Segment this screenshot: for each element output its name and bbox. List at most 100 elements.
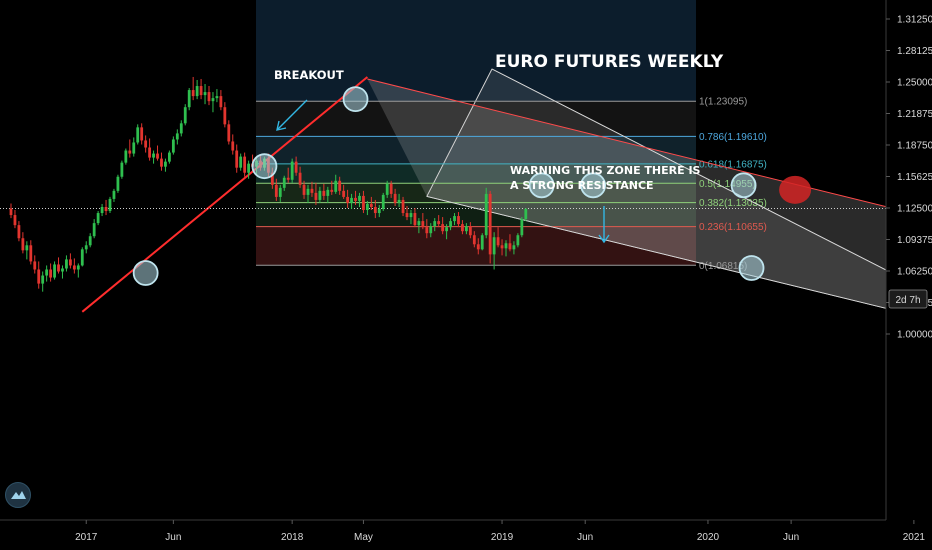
candle-body xyxy=(441,224,444,231)
candle-body xyxy=(524,209,527,219)
candle-body xyxy=(370,204,373,207)
candle-body xyxy=(516,235,519,245)
candle-body xyxy=(216,96,219,98)
candle-body xyxy=(315,193,318,200)
price-tick-label: 1.06250 xyxy=(897,267,932,278)
candle-body xyxy=(414,213,417,225)
candle-body xyxy=(465,226,468,231)
touch-marker xyxy=(252,154,276,178)
candle-body xyxy=(10,209,13,216)
candle-body xyxy=(461,224,464,231)
candle-body xyxy=(136,127,139,142)
candle-body xyxy=(433,221,436,226)
candle-body xyxy=(168,153,171,162)
time-tick-label: 2020 xyxy=(697,532,720,543)
candle-body xyxy=(208,92,211,101)
touch-marker xyxy=(740,256,764,280)
candle-body xyxy=(469,226,472,235)
time-axis[interactable]: 2017Jun2018May2019Jun2020Jun2021Jun2022 xyxy=(75,520,932,543)
candle-body xyxy=(382,195,385,209)
price-tick-label: 1.21875 xyxy=(897,109,932,120)
candle-body xyxy=(184,107,187,123)
candle-body xyxy=(477,244,480,249)
candle-body xyxy=(283,178,286,188)
candle-body xyxy=(402,200,405,213)
candle-body xyxy=(421,221,424,227)
candle-body xyxy=(489,194,492,254)
candle-body xyxy=(303,185,306,195)
breakout-label: BREAKOUT xyxy=(274,68,344,82)
price-badge-text: 2d 7h xyxy=(895,295,920,306)
chart-title: EURO FUTURES WEEKLY xyxy=(495,52,724,72)
time-tick-label: 2018 xyxy=(281,532,304,543)
candle-body xyxy=(334,181,337,192)
candle-body xyxy=(322,191,325,196)
candle-body xyxy=(113,191,116,199)
resistance-zone-marker xyxy=(779,176,811,204)
warning-label-line1: WARNING THIS ZONE THERE IS xyxy=(510,164,701,177)
candle-body xyxy=(291,162,294,180)
candle-body xyxy=(89,236,92,245)
price-tick-label: 1.15625 xyxy=(897,172,932,183)
candle-body xyxy=(275,185,278,197)
candle-body xyxy=(231,141,234,150)
candle-body xyxy=(77,265,80,269)
candle-body xyxy=(81,249,84,265)
candle-body xyxy=(520,219,523,235)
candle-body xyxy=(219,96,222,107)
candle-body xyxy=(196,86,199,96)
candle-body xyxy=(140,127,143,140)
candle-body xyxy=(342,191,345,197)
price-tick-label: 1.31250 xyxy=(897,15,932,26)
candle-body xyxy=(437,221,440,224)
candle-body xyxy=(239,157,242,168)
candle-body xyxy=(223,107,226,124)
candle-body xyxy=(204,92,207,95)
candle-body xyxy=(25,245,28,250)
candle-body xyxy=(188,90,191,107)
candle-body xyxy=(164,162,167,167)
candle-body xyxy=(247,164,250,173)
candle-body xyxy=(33,261,36,269)
price-tick-label: 1.12500 xyxy=(897,204,932,215)
price-tick-label: 1.09375 xyxy=(897,235,932,246)
touch-marker xyxy=(134,261,158,285)
tradingview-logo-icon[interactable] xyxy=(5,482,31,508)
price-tick-label: 1.00000 xyxy=(897,330,932,341)
candle-body xyxy=(128,151,131,154)
candle-body xyxy=(49,269,52,277)
candle-body xyxy=(53,264,56,277)
price-badge: 2d 7h xyxy=(889,290,927,308)
candle-body xyxy=(57,264,60,271)
candle-body xyxy=(160,159,163,167)
candle-body xyxy=(14,215,17,225)
candle-body xyxy=(192,90,195,96)
candle-body xyxy=(65,259,68,268)
candle-body xyxy=(318,191,321,200)
candle-body xyxy=(85,245,88,249)
candle-body xyxy=(120,163,123,177)
candle-body xyxy=(61,268,64,271)
fib-box-top xyxy=(256,0,696,101)
candle-body xyxy=(101,207,104,213)
candle-body xyxy=(374,207,377,213)
candle-body xyxy=(378,209,381,213)
candle-body xyxy=(69,259,72,265)
candle-body xyxy=(97,213,100,223)
candle-body xyxy=(144,140,147,147)
fib-level-label: 0.786(1.19610) xyxy=(699,132,767,143)
candle-body xyxy=(330,190,333,192)
candle-body xyxy=(358,196,361,201)
candle-body xyxy=(406,213,409,217)
fibonacci-zone xyxy=(256,0,886,308)
candle-body xyxy=(366,204,369,210)
candle-body xyxy=(493,237,496,254)
candle-body xyxy=(180,123,183,133)
candle-body xyxy=(457,216,460,224)
candle-body xyxy=(394,194,397,203)
candle-body xyxy=(398,200,401,203)
time-tick-label: Jun xyxy=(577,532,593,543)
candle-body xyxy=(73,265,76,269)
